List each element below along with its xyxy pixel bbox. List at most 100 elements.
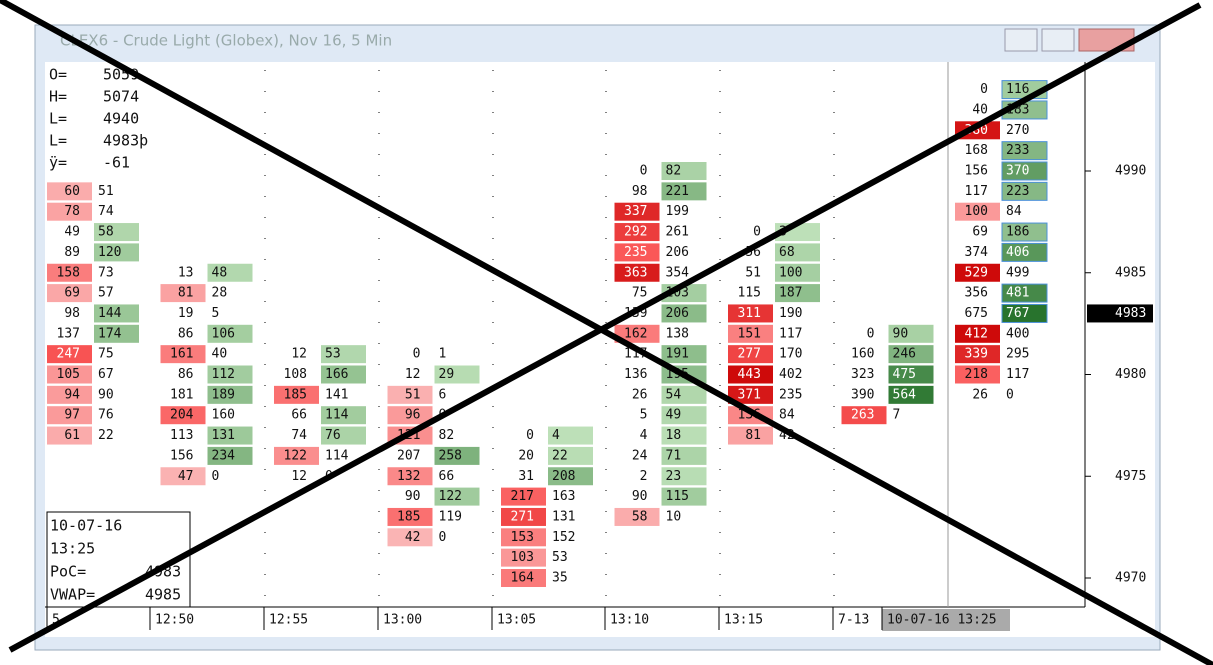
ask-value: 76 [98,408,114,423]
ask-cell [661,385,707,404]
ask-value: 84 [1006,204,1022,219]
ask-cell [1001,222,1048,242]
ask-cell [775,263,820,282]
bid-cell [47,426,92,445]
ask-value: 10 [666,509,682,524]
time-highlight [882,609,1010,631]
ask-cell [321,426,366,445]
bid-value: 390 [851,387,874,402]
bid-cell [47,365,92,384]
ask-value: 131 [212,428,235,443]
bid-cell [728,426,773,445]
bid-value: 74 [291,428,307,443]
ask-cell [94,223,139,242]
ask-value: 90 [893,326,909,341]
ask-value: 233 [1006,143,1029,158]
ask-cell [661,426,707,445]
price-label: 4990 [1115,164,1146,179]
bid-value: 412 [965,326,988,341]
ask-cell [661,182,707,201]
ask-value: 141 [325,387,348,402]
bid-value: 96 [405,408,421,423]
bid-value: 443 [738,367,761,382]
ask-value: 112 [212,367,235,382]
bid-value: 69 [972,225,988,240]
ask-value: 152 [552,530,575,545]
ask-value: 5 [212,306,220,321]
bid-cell [501,569,546,587]
bid-cell [160,406,206,425]
ask-cell [434,446,480,465]
minimize-button[interactable] [1004,28,1038,52]
ask-cell [548,426,593,445]
bid-value: 12 [291,469,307,484]
bid-value: 89 [64,245,80,260]
ask-value: 22 [98,428,114,443]
bid-value: 103 [511,550,534,565]
ask-cell [548,467,593,486]
bid-value: 277 [738,347,761,362]
bid-value: 94 [64,387,80,402]
bid-cell [614,223,660,242]
bid-cell [501,487,546,506]
ask-value: 54 [666,387,682,402]
ask-cell [434,487,480,506]
bid-value: 78 [64,204,80,219]
current-price-label: 4983 [1115,306,1146,321]
bid-value: 292 [624,225,647,240]
time-label: 5 [52,613,60,628]
bid-cell [955,324,1000,343]
ask-value: 235 [779,387,802,402]
ask-value: 7 [893,408,901,423]
ask-value: 120 [98,245,121,260]
bid-value: 90 [405,489,421,504]
time-label: 12:55 [269,613,308,628]
ask-value: 40 [212,347,228,362]
bid-value: 137 [57,326,80,341]
bid-value: 26 [632,387,648,402]
bid-cell [728,365,773,384]
ask-value: 206 [666,245,689,260]
bid-value: 235 [624,245,647,260]
bid-value: 339 [965,347,988,362]
bid-value: 374 [965,245,989,260]
bid-value: 75 [632,286,648,301]
time-label: 7-13 [838,613,869,628]
ask-value: 481 [1006,286,1029,301]
time-label: 10-07-16 13:25 [887,613,997,628]
bid-cell [274,446,319,465]
ask-value: 223 [1006,184,1029,199]
bid-value: 0 [640,164,648,179]
ask-value: 66 [439,469,455,484]
bid-cell [728,304,773,323]
ask-cell [207,324,253,343]
ask-value: 174 [98,326,122,341]
bid-cell [614,243,660,262]
ask-value: 564 [893,387,917,402]
info-text: -61 [103,154,130,172]
ask-value: 28 [212,286,228,301]
ask-value: 246 [893,347,916,362]
ask-cell [1001,141,1048,161]
bid-value: 132 [397,469,420,484]
bid-value: 156 [965,164,988,179]
ask-value: 68 [779,245,795,260]
ask-value: 160 [212,408,235,423]
bid-value: 20 [518,448,534,463]
bid-cell [614,263,660,282]
bid-value: 90 [632,489,648,504]
ask-cell [888,345,934,364]
ask-value: 117 [1006,367,1029,382]
ask-value: 163 [552,489,575,504]
ask-value: 35 [552,571,568,586]
bid-value: 156 [170,448,193,463]
maximize-button[interactable] [1041,28,1075,52]
info-text: O= [49,66,67,84]
bid-value: 263 [851,408,874,423]
bid-value: 13 [178,265,194,280]
bid-cell [160,467,206,486]
bid-value: 371 [738,387,761,402]
info-text: L= [49,132,67,150]
ask-value: 115 [666,489,689,504]
time-label: 13:05 [497,613,536,628]
